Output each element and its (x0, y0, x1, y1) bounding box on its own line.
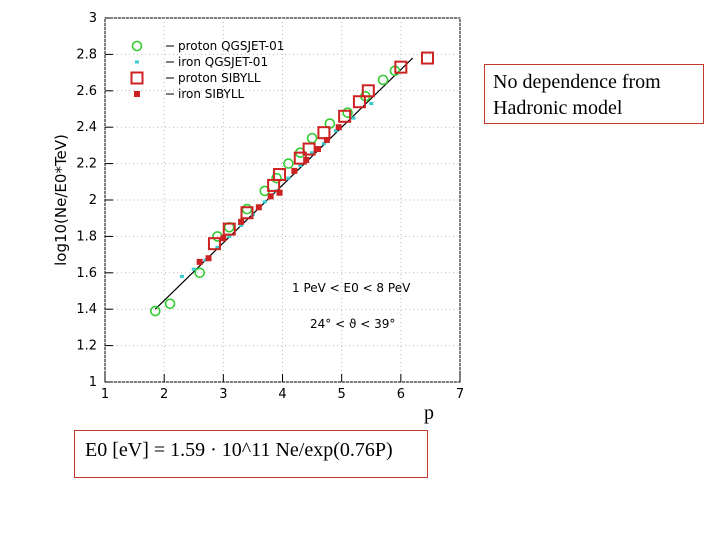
y-tick-label: 2.8 (76, 47, 97, 62)
zenith-range-annotation: 24° < ϑ < 39° (310, 317, 395, 331)
point-proton-qgsjet-01 (149, 305, 161, 317)
point-proton-sibyll (361, 84, 375, 98)
point-proton-sibyll (302, 142, 316, 156)
point-proton-qgsjet-01 (377, 74, 389, 86)
point-proton-sibyll (222, 222, 236, 236)
point-iron-qgsjet-01 (239, 223, 244, 227)
legend-label: proton QGSJET-01 (178, 39, 284, 53)
point-iron-sibyll (267, 193, 274, 200)
y-tick-label: 1.2 (76, 339, 97, 354)
x-tick-label: 6 (397, 387, 405, 402)
y-tick-label: 2.2 (76, 157, 97, 172)
legend: proton QGSJET-01 iron QGSJET-01 proton SIB… (130, 39, 284, 101)
no-dependence-callout: No dependence from Hadronic model (484, 64, 704, 124)
y-tick-label: 2 (89, 193, 97, 208)
point-iron-qgsjet-01 (369, 102, 374, 106)
data-points (149, 51, 434, 317)
x-tick-label: 5 (338, 387, 346, 402)
legend-label: iron QGSJET-01 (178, 55, 268, 69)
point-iron-sibyll (255, 204, 262, 211)
point-iron-sibyll (276, 189, 283, 196)
point-proton-sibyll (394, 60, 408, 74)
point-iron-qgsjet-01 (179, 274, 184, 278)
point-iron-qgsjet-01 (298, 163, 303, 167)
point-iron-qgsjet-01 (333, 129, 338, 133)
point-iron-qgsjet-01 (286, 176, 291, 180)
legend-marker (135, 60, 139, 64)
x-tick-label: 2 (160, 387, 168, 402)
y-tick-label: 1.8 (76, 229, 97, 244)
point-iron-qgsjet-01 (321, 142, 326, 146)
x-tick-label: 3 (219, 387, 227, 402)
point-proton-qgsjet-01 (164, 298, 176, 310)
point-proton-sibyll (207, 237, 221, 251)
y-tick-label: 3 (89, 11, 97, 26)
point-proton-qgsjet-01 (194, 267, 205, 279)
point-iron-sibyll (238, 218, 245, 225)
point-proton-sibyll (338, 109, 352, 123)
legend-label: iron SIBYLL (178, 87, 245, 101)
point-proton-qgsjet-01 (283, 158, 294, 169)
point-proton-qgsjet-01 (306, 132, 318, 144)
point-iron-sibyll (220, 235, 227, 242)
axis-ticks: 1 2 3 4 5 6 7 1 1.2 1.4 1.6 1.8 2 2.2 2.4 2.6 2.8 3 (76, 11, 464, 402)
point-iron-qgsjet-01 (351, 116, 356, 120)
legend-label: proton SIBYLL (178, 71, 261, 85)
y-tick-label: 1.6 (76, 266, 97, 281)
x-tick-label: 7 (456, 387, 464, 402)
point-iron-sibyll (335, 124, 342, 131)
y-tick-label: 2.6 (76, 84, 97, 99)
legend-marker (130, 71, 144, 85)
x-tick-label: 1 (101, 387, 109, 402)
grid (104, 17, 461, 383)
point-iron-qgsjet-01 (215, 245, 220, 249)
point-iron-sibyll (196, 258, 203, 265)
point-iron-qgsjet-01 (262, 200, 267, 204)
y-axis-label: log10(Ne/E0*TeV) (52, 134, 70, 266)
point-proton-sibyll (420, 51, 434, 65)
point-proton-qgsjet-01 (241, 203, 253, 215)
y-tick-label: 1.4 (76, 302, 97, 317)
y-tick-label: 1 (89, 375, 97, 390)
point-iron-qgsjet-01 (310, 151, 315, 155)
point-iron-sibyll (323, 136, 330, 143)
callout-line-1: No dependence from (493, 71, 661, 93)
point-proton-sibyll (317, 126, 331, 140)
legend-marker (131, 40, 143, 52)
x-tick-label: 4 (278, 387, 286, 402)
fit-line-segment (154, 57, 414, 310)
energy-formula: E0 [eV] = 1.59 · 10^11 Ne/exp(0.76P) (74, 430, 428, 478)
point-proton-sibyll (352, 95, 366, 109)
point-iron-sibyll (303, 156, 310, 163)
point-iron-qgsjet-01 (191, 267, 196, 271)
point-iron-sibyll (315, 146, 321, 153)
point-iron-sibyll (205, 255, 212, 262)
x-axis-label: p (424, 402, 434, 424)
point-proton-qgsjet-01 (271, 172, 282, 184)
y-tick-label: 2.4 (76, 120, 97, 135)
point-proton-sibyll (273, 168, 287, 182)
fit-line (154, 57, 414, 310)
point-iron-sibyll (291, 167, 298, 174)
callout-line-2: Hadronic model (493, 97, 623, 119)
legend-marker (134, 91, 140, 97)
point-proton-sibyll (240, 206, 254, 220)
point-proton-qgsjet-01 (342, 107, 353, 118)
point-iron-qgsjet-01 (227, 234, 232, 238)
energy-range-annotation: 1 PeV < E0 < 8 PeV (292, 281, 411, 295)
